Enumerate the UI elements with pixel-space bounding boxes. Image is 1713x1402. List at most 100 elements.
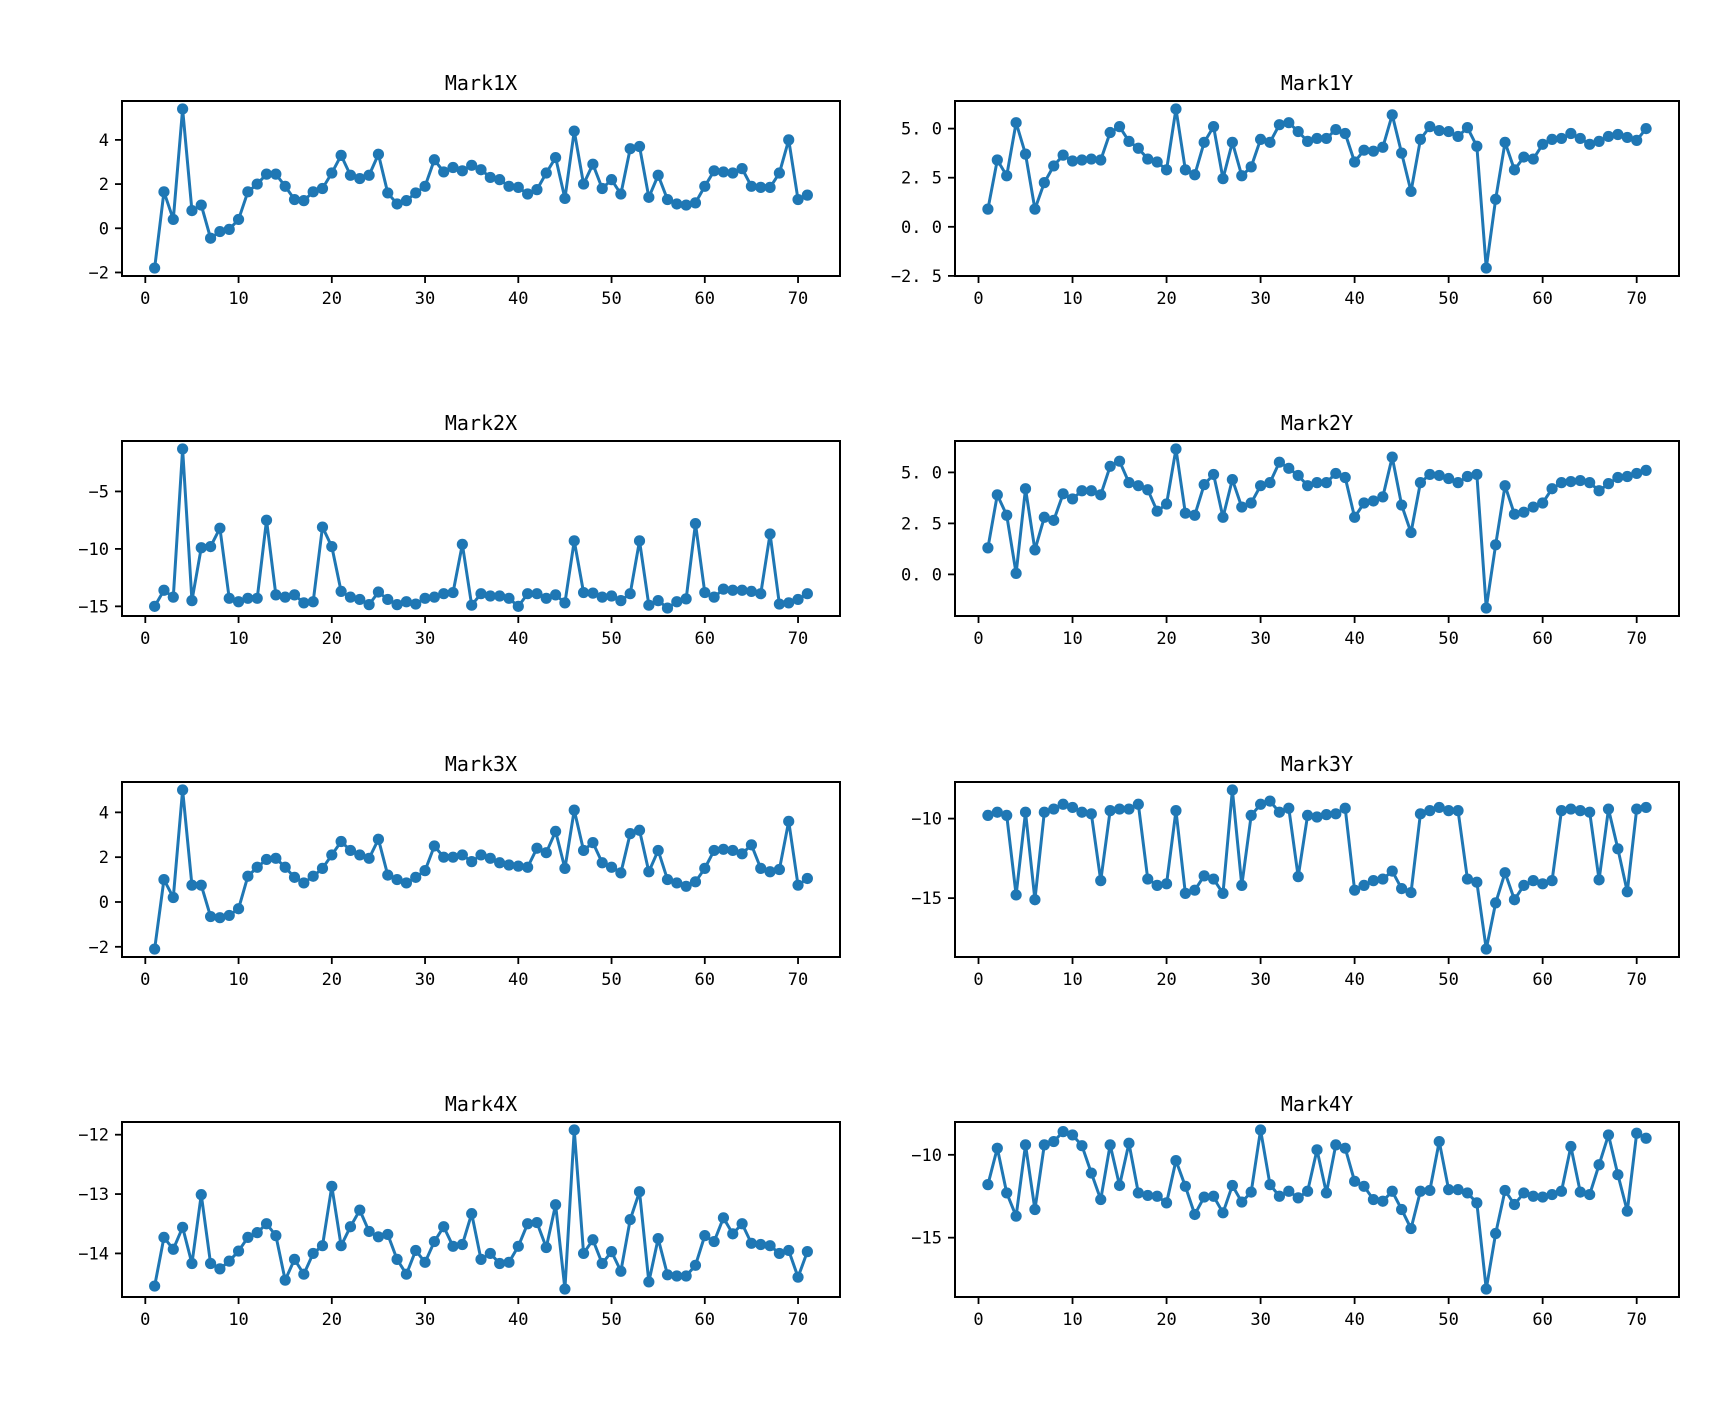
svg-text:−2: −2 xyxy=(89,263,109,283)
svg-text:70: 70 xyxy=(1626,1310,1646,1330)
svg-text:60: 60 xyxy=(695,1310,715,1330)
svg-text:60: 60 xyxy=(695,629,715,649)
svg-text:−10: −10 xyxy=(78,540,109,560)
svg-text:60: 60 xyxy=(1532,629,1552,649)
svg-text:40: 40 xyxy=(508,629,528,649)
mark2y-plot: 0 10 20 30 40 50 60 70 5. 0 2. 5 0. 0 xyxy=(901,440,1680,649)
chart-title-mark4y: Mark4Y xyxy=(1280,1092,1354,1116)
svg-text:40: 40 xyxy=(1344,289,1364,309)
svg-text:30: 30 xyxy=(415,1310,435,1330)
svg-text:10: 10 xyxy=(228,629,248,649)
svg-text:70: 70 xyxy=(788,629,808,649)
chart-title-mark2x: Mark2X xyxy=(444,411,518,435)
svg-text:50: 50 xyxy=(1438,1310,1458,1330)
svg-text:30: 30 xyxy=(415,629,435,649)
svg-text:0: 0 xyxy=(973,289,983,309)
svg-text:0: 0 xyxy=(140,289,150,309)
mark2x-plot: 0 10 20 30 40 50 60 70 −5 −10 −15 xyxy=(78,440,841,649)
svg-text:0: 0 xyxy=(140,970,150,990)
svg-text:0: 0 xyxy=(99,893,109,913)
subplot-mark4x: Mark4X 0 10 20 30 40 50 60 70 −12 −13 −14 xyxy=(50,1081,860,1381)
chart-title-mark1y: Mark1Y xyxy=(1280,71,1354,95)
subplot-mark4y: Mark4Y 0 10 20 30 40 50 60 70 −10 −15 xyxy=(883,1081,1697,1381)
svg-text:10: 10 xyxy=(228,289,248,309)
svg-text:2. 5: 2. 5 xyxy=(901,514,942,534)
svg-text:4: 4 xyxy=(99,803,109,823)
mark3y-plot: 0 10 20 30 40 50 60 70 −10 −15 xyxy=(911,781,1680,990)
svg-text:40: 40 xyxy=(1344,1310,1364,1330)
svg-text:−13: −13 xyxy=(78,1185,109,1205)
svg-text:−15: −15 xyxy=(911,889,942,909)
svg-text:0: 0 xyxy=(99,219,109,239)
svg-text:0. 0: 0. 0 xyxy=(901,218,942,238)
svg-text:4: 4 xyxy=(99,131,109,151)
mark4x-plot: 0 10 20 30 40 50 60 70 −12 −13 −14 xyxy=(78,1121,841,1330)
subplot-mark3y: Mark3Y 0 10 20 30 40 50 60 70 −10 −15 xyxy=(883,741,1697,1041)
svg-text:−10: −10 xyxy=(911,1146,942,1166)
svg-text:5. 0: 5. 0 xyxy=(901,463,942,483)
svg-text:40: 40 xyxy=(1344,970,1364,990)
svg-text:40: 40 xyxy=(508,1310,528,1330)
subplot-mark3x: Mark3X 0 10 20 30 40 50 60 70 4 2 0 −2 xyxy=(50,741,860,1041)
svg-text:70: 70 xyxy=(788,289,808,309)
svg-text:70: 70 xyxy=(1626,970,1646,990)
svg-text:10: 10 xyxy=(1062,970,1082,990)
svg-text:50: 50 xyxy=(1438,289,1458,309)
svg-text:20: 20 xyxy=(322,629,342,649)
svg-text:−14: −14 xyxy=(78,1244,109,1264)
chart-title-mark3x: Mark3X xyxy=(444,752,518,776)
svg-text:50: 50 xyxy=(601,1310,621,1330)
svg-text:30: 30 xyxy=(1250,1310,1270,1330)
svg-text:2: 2 xyxy=(99,175,109,195)
svg-text:0. 0: 0. 0 xyxy=(901,565,942,585)
svg-text:20: 20 xyxy=(1156,629,1176,649)
chart-title-mark4x: Mark4X xyxy=(444,1092,518,1116)
svg-text:10: 10 xyxy=(1062,629,1082,649)
chart-title-mark3y: Mark3Y xyxy=(1280,752,1354,776)
mark1y-plot: 0 10 20 30 40 50 60 70 5. 0 2. 5 0. 0 −2. 5 xyxy=(891,100,1680,309)
svg-text:70: 70 xyxy=(1626,629,1646,649)
svg-text:2. 5: 2. 5 xyxy=(901,169,942,189)
svg-text:50: 50 xyxy=(601,970,621,990)
svg-text:−15: −15 xyxy=(911,1229,942,1249)
svg-text:20: 20 xyxy=(1156,970,1176,990)
subplot-mark2y: Mark2Y 0 10 20 30 40 50 60 70 5. 0 2. 5 0. 0 xyxy=(883,400,1697,700)
chart-title-mark2y: Mark2Y xyxy=(1280,411,1354,435)
svg-text:30: 30 xyxy=(415,289,435,309)
svg-text:2: 2 xyxy=(99,848,109,868)
subplot-mark1x: Mark1X 0 10 20 30 40 50 60 70 4 2 0 −2 xyxy=(50,60,860,360)
svg-text:0: 0 xyxy=(140,1310,150,1330)
svg-text:50: 50 xyxy=(1438,629,1458,649)
svg-text:30: 30 xyxy=(415,970,435,990)
svg-text:20: 20 xyxy=(1156,1310,1176,1330)
svg-text:50: 50 xyxy=(601,289,621,309)
svg-text:0: 0 xyxy=(973,1310,983,1330)
svg-text:−15: −15 xyxy=(78,597,109,617)
svg-text:70: 70 xyxy=(788,970,808,990)
svg-text:−2: −2 xyxy=(89,938,109,958)
svg-text:20: 20 xyxy=(1156,289,1176,309)
svg-text:30: 30 xyxy=(1250,629,1270,649)
svg-text:−10: −10 xyxy=(911,810,942,830)
svg-text:60: 60 xyxy=(695,289,715,309)
svg-text:20: 20 xyxy=(322,1310,342,1330)
svg-text:30: 30 xyxy=(1250,289,1270,309)
svg-text:70: 70 xyxy=(788,1310,808,1330)
chart-title-mark1x: Mark1X xyxy=(444,71,518,95)
svg-text:10: 10 xyxy=(1062,289,1082,309)
svg-text:60: 60 xyxy=(1532,289,1552,309)
svg-text:0: 0 xyxy=(973,629,983,649)
svg-text:10: 10 xyxy=(228,1310,248,1330)
svg-text:60: 60 xyxy=(1532,1310,1552,1330)
svg-text:0: 0 xyxy=(140,629,150,649)
mark4y-plot: 0 10 20 30 40 50 60 70 −10 −15 xyxy=(911,1121,1680,1330)
svg-text:70: 70 xyxy=(1626,289,1646,309)
svg-text:30: 30 xyxy=(1250,970,1270,990)
svg-text:−5: −5 xyxy=(89,482,109,502)
svg-text:60: 60 xyxy=(1532,970,1552,990)
svg-text:50: 50 xyxy=(1438,970,1458,990)
svg-text:40: 40 xyxy=(508,970,528,990)
